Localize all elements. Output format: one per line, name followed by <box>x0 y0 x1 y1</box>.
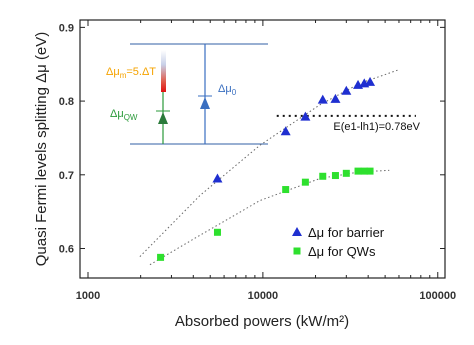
marker-triangle <box>330 93 341 103</box>
label-sub: QW <box>124 113 138 122</box>
label-sub: m <box>120 71 127 80</box>
y-axis-label: Quasi Fermi levels splitting Δμ (eV) <box>33 32 50 267</box>
marker-triangle <box>300 111 311 121</box>
y-tick-label: 0.8 <box>59 96 74 108</box>
legend-label: Δμ for barrier <box>308 225 385 240</box>
plot-frame <box>79 19 446 279</box>
marker-triangle <box>317 94 328 104</box>
y-tick-label: 0.7 <box>59 170 74 182</box>
gradient-bar <box>161 50 166 92</box>
marker-triangle <box>341 85 352 95</box>
marker-square <box>213 228 221 236</box>
x-tick-label: 10000 <box>248 290 279 302</box>
inset-label: ΔμQW <box>110 108 138 122</box>
x-axis-label: Absorbed powers (kW/m²) <box>175 313 349 330</box>
marker-square <box>319 172 327 180</box>
x-tick-label: 1000 <box>76 290 100 302</box>
marker-square <box>366 167 374 175</box>
marker-square <box>301 178 309 186</box>
label-sub: 0 <box>232 88 237 97</box>
marker-square <box>360 167 368 175</box>
label-main: Δμ <box>106 66 120 78</box>
label-tail: =5.ΔT <box>126 66 156 78</box>
y-tick-label: 0.6 <box>59 244 74 256</box>
marker-triangle <box>292 227 302 236</box>
x-tick-label: 100000 <box>419 290 456 302</box>
inset-diagram: Δμm=5.ΔT ΔμQW Δμ0 <box>106 43 268 145</box>
legend-label: Δμ for QWs <box>308 244 376 259</box>
marker-triangle <box>280 126 291 136</box>
marker-triangle <box>365 76 376 86</box>
marker-square <box>354 167 362 175</box>
fit-curve <box>139 68 401 257</box>
y-tick-label: 0.9 <box>59 22 74 34</box>
label-main: Δμ <box>110 108 124 120</box>
marker-square <box>342 169 350 177</box>
marker-triangle <box>212 173 223 183</box>
inset-label: Δμm=5.ΔT <box>106 66 156 80</box>
inset-label: Δμ0 <box>218 83 237 97</box>
marker-square <box>157 253 165 261</box>
marker-square <box>293 247 301 255</box>
arrow-head <box>200 97 210 109</box>
reference-label: E(e1-lh1)=0.78eV <box>333 121 420 133</box>
marker-square <box>331 172 339 180</box>
arrow-head <box>158 112 168 124</box>
marker-square <box>282 186 290 194</box>
label-main: Δμ <box>218 83 232 95</box>
